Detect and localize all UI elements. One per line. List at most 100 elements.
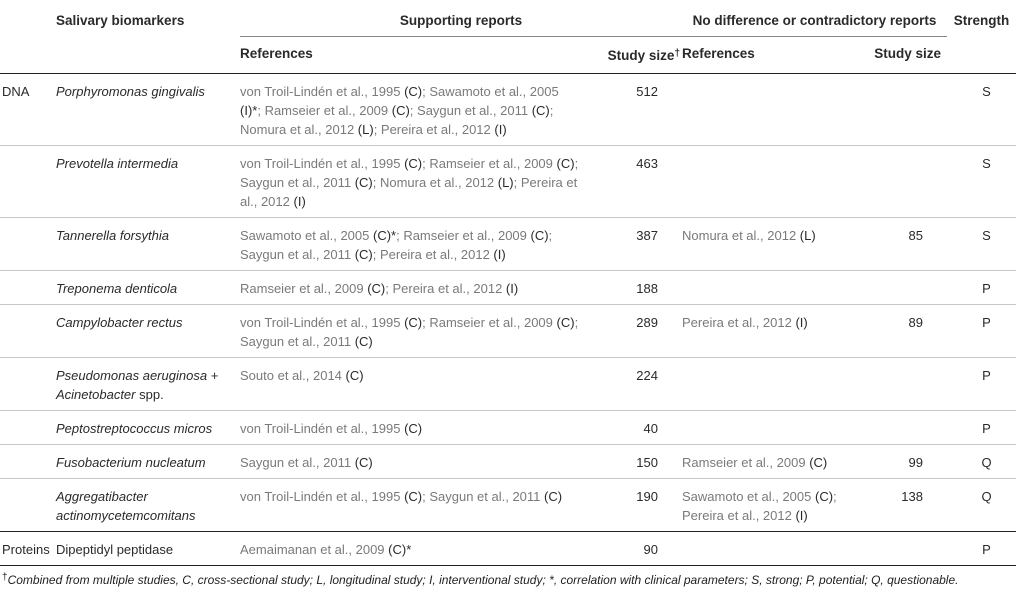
category-cell: [0, 146, 56, 218]
reference-text: ; Pereira et al., 2012: [385, 281, 506, 296]
contra-refs-cell: [682, 146, 867, 218]
contra-size-cell: [867, 411, 947, 445]
category-cell: [0, 305, 56, 358]
reference-text: von Troil-Lindén et al., 1995: [240, 421, 405, 436]
header-supporting: Supporting reports: [240, 0, 682, 37]
table-row: Prevotella intermedia von Troil-Lindén et…: [0, 146, 1016, 218]
reference-text: ; Nomura et al., 2012: [372, 175, 498, 190]
study-code: (I): [505, 281, 519, 296]
biomarker-cell: Prevotella intermedia: [56, 156, 179, 171]
table-row: Fusobacterium nucleatum Saygun et al., 20…: [0, 445, 1016, 479]
biomarker-cell: Tannerella forsythia: [56, 228, 169, 243]
category-cell: [0, 479, 56, 532]
study-code: (L): [497, 175, 514, 190]
study-code: (I): [494, 122, 507, 137]
biomarker-cell: Campylobacter rectus: [56, 315, 183, 330]
header-biomarkers: Salivary biomarkers: [56, 13, 185, 28]
study-code: (C): [345, 368, 364, 383]
header-references-contra: References: [682, 46, 755, 61]
biomarker-cell: Pseudomonas aeruginosa + Acinetobacter sp…: [56, 358, 240, 411]
reference-text: Ramseier et al., 2009: [682, 455, 810, 470]
study-code: (C): [404, 421, 423, 436]
footnote: †Combined from multiple studies, C, cros…: [2, 572, 958, 587]
strength-cell: S: [982, 228, 991, 243]
supporting-size-cell: 90: [643, 542, 658, 557]
study-code: (C): [556, 315, 575, 330]
table-row: Proteins Dipeptidyl peptidase Aemaimanan e…: [0, 532, 1016, 566]
reference-text: ; Sawamoto et al., 2005: [422, 84, 559, 99]
supporting-refs-cell: von Troil-Lindén et al., 1995 (C); Saygu…: [240, 479, 587, 532]
biomarker-cell: Porphyromonas gingivalis: [56, 84, 205, 99]
supporting-size-cell: 40: [643, 421, 658, 436]
study-code: (C)*: [372, 228, 397, 243]
reference-text: ; Pereira et al., 2012: [240, 175, 578, 209]
contra-size-cell: 85: [908, 228, 923, 243]
table-row: Treponema denticola Ramseier et al., 2009…: [0, 271, 1016, 305]
table-row: Aggregatibacter actinomycetemcomitans von…: [0, 479, 1016, 532]
contra-size-cell: 99: [908, 455, 923, 470]
supporting-refs-cell: von Troil-Lindén et al., 1995 (C): [240, 411, 587, 445]
reference-text: Sawamoto et al., 2005: [682, 489, 815, 504]
study-code: (C): [354, 455, 373, 470]
study-code: (I): [293, 194, 306, 209]
category-cell: [0, 445, 56, 479]
biomarker-line-3: spp.: [135, 387, 164, 402]
contra-refs-cell: [682, 411, 867, 445]
strength-cell: S: [982, 156, 991, 171]
study-code: (C): [354, 334, 373, 349]
category-cell: [0, 218, 56, 271]
supporting-size-cell: 289: [636, 315, 658, 330]
strength-cell: P: [982, 281, 991, 296]
study-code: (C): [530, 228, 549, 243]
study-code: (C): [531, 103, 550, 118]
reference-text: ; Saygun et al., 2011: [240, 156, 579, 190]
reference-text: von Troil-Lindén et al., 1995: [240, 84, 405, 99]
reference-text: Ramseier et al., 2009: [240, 281, 368, 296]
reference-text: Saygun et al., 2011: [240, 455, 355, 470]
contra-refs-cell: Pereira et al., 2012 (I): [682, 305, 867, 358]
contra-refs-cell: Nomura et al., 2012 (L): [682, 218, 867, 271]
supporting-size-cell: 463: [636, 156, 658, 171]
study-code: (C): [354, 175, 373, 190]
supporting-refs-cell: Souto et al., 2014 (C): [240, 358, 587, 411]
reference-text: ; Ramseier et al., 2009: [422, 156, 557, 171]
header-empty: [0, 0, 56, 37]
reference-text: ; Ramseier et al., 2009: [257, 103, 392, 118]
contra-size-cell: [867, 358, 947, 411]
contra-refs-cell: Sawamoto et al., 2005 (C); Pereira et al…: [682, 479, 867, 532]
study-code: (C): [814, 489, 834, 504]
supporting-refs-cell: Saygun et al., 2011 (C): [240, 445, 587, 479]
biomarker-line-1: Pseudomonas aeruginosa +: [56, 368, 219, 383]
header-study-size: Study size†: [587, 37, 682, 74]
biomarker-cell: Fusobacterium nucleatum: [56, 455, 206, 470]
category-cell: [0, 271, 56, 305]
footnote-dagger: †: [2, 572, 8, 583]
header-contradictory: No difference or contradictory reports: [682, 0, 947, 37]
contra-size-cell: [867, 146, 947, 218]
header-strength: Strength: [953, 13, 1010, 28]
biomarker-line-2: Acinetobacter: [56, 387, 136, 402]
contra-refs-cell: [682, 271, 867, 305]
study-code: (C): [404, 489, 423, 504]
table-row: DNA Porphyromonas gingivalis von Troil-Lin…: [0, 74, 1016, 146]
reference-text: ; Nomura et al., 2012: [240, 103, 554, 137]
study-code: (I): [493, 247, 506, 262]
reference-text: ; Pereira et al., 2012: [372, 247, 494, 262]
category-cell: [0, 358, 56, 411]
supporting-refs-cell: von Troil-Lindén et al., 1995 (C) ; Sawam…: [240, 74, 587, 146]
contra-size-cell: [867, 74, 947, 146]
biomarker-cell: Aggregatibacter actinomycetemcomitans: [56, 489, 196, 523]
table-row: Tannerella forsythia Sawamoto et al., 200…: [0, 218, 1016, 271]
contra-size-cell: 138: [901, 489, 923, 504]
biomarker-table: Salivary biomarkers Supporting reports N…: [0, 0, 1016, 566]
reference-text: ; Ramseier et al., 2009: [396, 228, 531, 243]
study-code: (L): [357, 122, 374, 137]
table-body: DNA Porphyromonas gingivalis von Troil-Lin…: [0, 74, 1016, 566]
category-cell: Proteins: [2, 542, 50, 557]
supporting-refs-cell: von Troil-Lindén et al., 1995 (C); Ramse…: [240, 305, 587, 358]
category-cell: [0, 411, 56, 445]
contra-size-cell: 89: [908, 315, 923, 330]
study-code: (I): [795, 315, 808, 330]
study-code: (C): [544, 489, 563, 504]
strength-cell: S: [982, 84, 991, 99]
